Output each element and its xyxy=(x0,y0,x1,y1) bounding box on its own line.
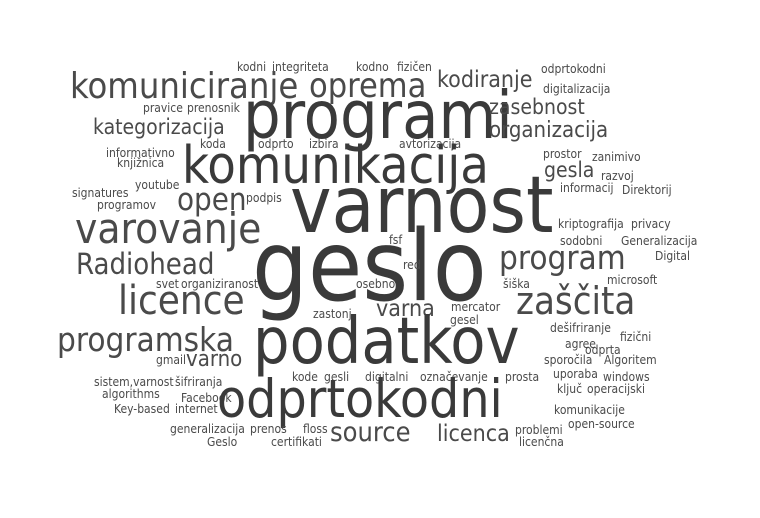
word: kriptografija xyxy=(558,217,624,231)
word: Direktorij xyxy=(622,183,672,197)
word: sodobni xyxy=(560,234,603,248)
word: internet xyxy=(175,402,218,416)
word: odprta xyxy=(585,343,621,357)
word: oprema xyxy=(309,66,427,106)
word: sistem,varnost xyxy=(94,375,174,389)
word: agree xyxy=(565,337,596,351)
word: organizacija xyxy=(489,118,609,143)
word: podpis xyxy=(246,191,282,205)
word: sporočila xyxy=(544,353,593,367)
word: razvoj xyxy=(601,169,634,183)
word: problemi xyxy=(515,423,563,437)
word: knjižnica xyxy=(117,156,165,170)
word: privacy xyxy=(631,217,671,231)
word: open xyxy=(177,182,247,218)
word: varovanje xyxy=(75,204,262,253)
word: Algoritem xyxy=(604,353,657,367)
word: zasebnost xyxy=(489,95,585,119)
word: gmail xyxy=(156,353,186,367)
word: prenosnik xyxy=(187,101,240,115)
word: kode xyxy=(292,370,318,384)
word: floss xyxy=(303,422,328,436)
word: gesla xyxy=(544,158,595,182)
word: programi xyxy=(243,77,513,154)
word: varna xyxy=(376,296,435,322)
word: kategorizacija xyxy=(93,115,225,139)
word: Digital xyxy=(655,249,691,263)
word: gesel xyxy=(450,313,479,327)
word: source xyxy=(330,417,411,448)
word: mercator xyxy=(451,300,501,314)
word: komunikacija xyxy=(182,136,489,196)
word: osebno xyxy=(356,277,396,291)
word: operacijski xyxy=(587,382,645,396)
word: generalizacija xyxy=(170,422,245,436)
word: red xyxy=(403,258,421,272)
word: Generalizacija xyxy=(621,234,698,248)
word: zanimivo xyxy=(592,150,641,164)
word: informativno xyxy=(106,146,175,160)
word: Key-based xyxy=(114,402,170,416)
word: digitalizacija xyxy=(543,82,611,96)
word: signatures xyxy=(72,186,129,200)
word: digitalni xyxy=(365,370,409,384)
word: svet xyxy=(156,277,179,291)
word: programov xyxy=(97,198,157,212)
word: Radiohead xyxy=(76,247,215,281)
word: odprto xyxy=(258,137,294,151)
word: varno xyxy=(186,347,243,372)
word: šifriranja xyxy=(175,375,223,389)
word: kodni xyxy=(237,60,267,74)
word: open-source xyxy=(568,417,635,431)
word: licenca xyxy=(437,421,510,447)
word: varnost xyxy=(290,161,554,251)
word: fizični xyxy=(620,330,652,344)
word: prenos xyxy=(250,422,287,436)
word: prosta xyxy=(505,370,540,384)
word: uporaba xyxy=(553,367,598,381)
word: pravice xyxy=(143,101,183,115)
word: windows xyxy=(603,370,650,384)
word: Facebook xyxy=(181,391,232,405)
word: gesli xyxy=(324,370,350,384)
word: podatkov xyxy=(253,305,520,379)
word: zastonj xyxy=(313,307,352,321)
word: avtorizacija xyxy=(399,137,462,151)
word: prostor xyxy=(543,147,582,161)
word: organiziranost xyxy=(181,277,259,291)
word: dešifriranje xyxy=(550,321,611,335)
word: fsf xyxy=(389,233,403,247)
word: označevanje xyxy=(420,370,488,384)
word: odprtokodni xyxy=(217,369,503,430)
word: licence xyxy=(118,278,245,324)
word: zaščita xyxy=(516,279,636,323)
word: microsoft xyxy=(607,273,658,287)
word: koda xyxy=(200,137,226,151)
word: youtube xyxy=(135,178,180,192)
word: šiška xyxy=(503,277,530,291)
word: komuniciranje xyxy=(70,66,299,107)
word: izbira xyxy=(309,137,339,151)
word: licenčna xyxy=(519,435,564,449)
word: komunikacije xyxy=(554,403,625,417)
word: informacij xyxy=(560,181,614,195)
word: odprtokodni xyxy=(541,62,606,76)
word: integriteta xyxy=(272,60,329,74)
word: certifikati xyxy=(271,435,322,449)
word: geslo xyxy=(252,210,487,324)
word: algorithms xyxy=(102,387,160,401)
word: kodiranje xyxy=(437,67,533,93)
word: kodno xyxy=(356,60,389,74)
word: ključ xyxy=(557,382,583,396)
word: fizičen xyxy=(397,60,432,74)
word: Geslo xyxy=(207,435,238,449)
word: program xyxy=(499,238,626,277)
word: programska xyxy=(57,320,234,359)
